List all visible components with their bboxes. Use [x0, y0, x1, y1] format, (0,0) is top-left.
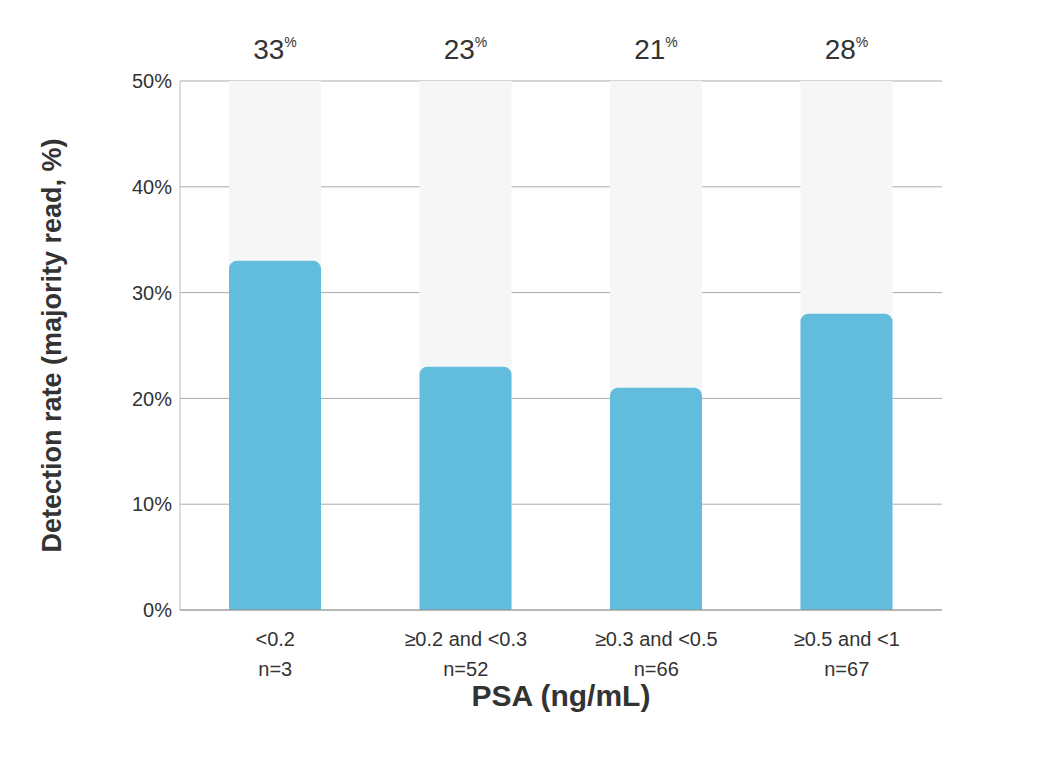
- svg-text:50%: 50%: [132, 70, 172, 92]
- svg-text:30%: 30%: [132, 282, 172, 304]
- svg-text:28%: 28%: [825, 34, 869, 65]
- svg-text:≥0.3 and <0.5: ≥0.3 and <0.5: [595, 628, 718, 650]
- svg-text:n=67: n=67: [824, 658, 869, 680]
- svg-text:Detection rate (majority read,: Detection rate (majority read, %): [37, 138, 67, 552]
- svg-text:0%: 0%: [143, 599, 172, 621]
- svg-text:33%: 33%: [253, 34, 297, 65]
- svg-text:n=52: n=52: [443, 658, 488, 680]
- svg-text:n=3: n=3: [258, 658, 292, 680]
- svg-text:≥0.2 and <0.3: ≥0.2 and <0.3: [404, 628, 527, 650]
- svg-text:10%: 10%: [132, 493, 172, 515]
- svg-text:40%: 40%: [132, 176, 172, 198]
- svg-text:23%: 23%: [444, 34, 488, 65]
- svg-text:≥0.5 and <1: ≥0.5 and <1: [794, 628, 900, 650]
- svg-text:n=66: n=66: [634, 658, 679, 680]
- svg-text:PSA (ng/mL): PSA (ng/mL): [472, 679, 651, 712]
- svg-text:21%: 21%: [634, 34, 678, 65]
- svg-text:20%: 20%: [132, 388, 172, 410]
- svg-text:<0.2: <0.2: [256, 628, 295, 650]
